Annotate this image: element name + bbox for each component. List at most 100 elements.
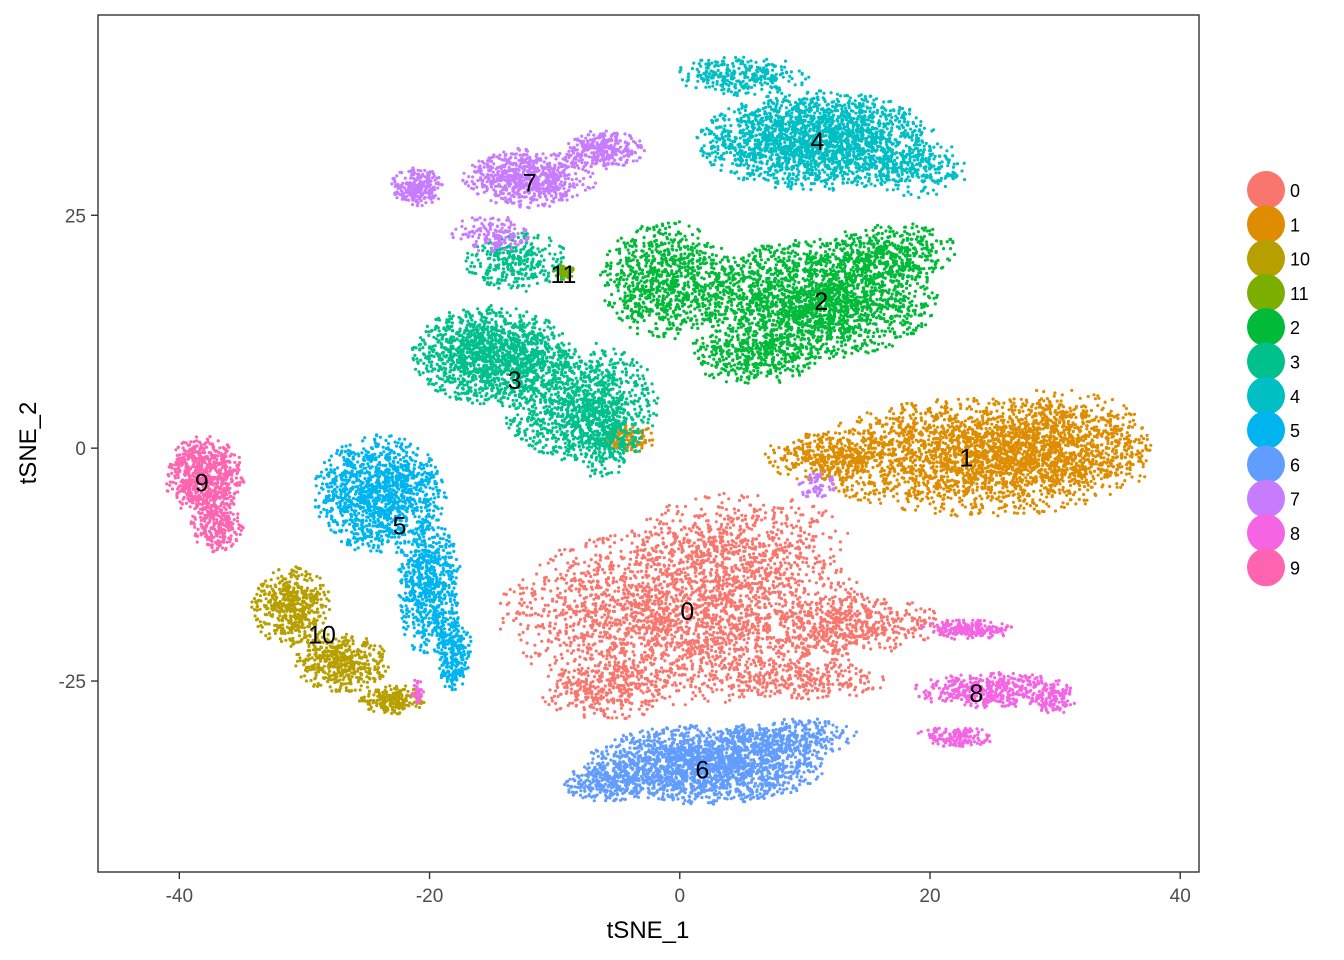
cluster-0-point xyxy=(714,574,719,578)
cluster-0-point xyxy=(624,576,628,580)
cluster-0-point xyxy=(797,506,801,511)
cluster-0-point xyxy=(723,632,727,636)
cluster-0-point xyxy=(854,642,859,646)
cluster-0-point xyxy=(717,586,721,591)
cluster-0-point xyxy=(783,613,787,617)
cluster-0-point xyxy=(858,634,862,638)
cluster-0-point xyxy=(797,534,801,538)
cluster-0-point xyxy=(636,553,640,557)
cluster-1-point xyxy=(966,397,970,401)
cluster-0-point xyxy=(618,637,622,641)
cluster-0-point xyxy=(661,594,665,599)
cluster-0-point xyxy=(818,682,822,686)
cluster-0-point xyxy=(815,636,819,640)
cluster-0-points xyxy=(498,491,949,721)
cluster-0-point xyxy=(677,665,681,670)
cluster-0-point xyxy=(594,544,598,548)
cluster-0-point xyxy=(716,636,720,640)
cluster-0-point xyxy=(747,597,751,601)
cluster-0-point xyxy=(669,641,673,646)
cluster-0-point xyxy=(701,625,705,629)
cluster-0-point xyxy=(581,580,585,584)
cluster-0-point xyxy=(622,591,626,595)
cluster-0-point xyxy=(887,636,891,640)
cluster-0-point xyxy=(657,606,661,611)
cluster-1-point xyxy=(1093,482,1097,486)
cluster-0-point xyxy=(683,571,687,575)
cluster-0-point xyxy=(643,650,647,654)
cluster-0-point xyxy=(817,639,822,643)
cluster-0-point xyxy=(838,672,842,676)
cluster-0-point xyxy=(750,586,754,591)
cluster-0-point xyxy=(858,670,862,674)
cluster-0-point xyxy=(806,691,810,695)
cluster-0-point xyxy=(794,511,798,515)
cluster-0-point xyxy=(798,595,802,599)
cluster-0-point xyxy=(687,647,691,651)
cluster-0-point xyxy=(767,601,772,606)
cluster-0-point xyxy=(565,683,569,687)
cluster-0-point xyxy=(525,605,529,609)
cluster-0-point xyxy=(561,608,565,612)
cluster-0-point xyxy=(726,672,730,677)
cluster-0-point xyxy=(650,594,654,599)
cluster-0-point xyxy=(640,704,644,708)
cluster-0-point xyxy=(796,659,800,663)
cluster-0-point xyxy=(639,675,644,679)
cluster-0-point xyxy=(576,648,580,652)
cluster-0-point xyxy=(718,630,723,635)
cluster-0-point xyxy=(741,680,745,684)
cluster-0-point xyxy=(521,630,525,635)
cluster-0-point xyxy=(765,670,770,675)
cluster-0-point xyxy=(796,676,800,680)
cluster-0-point xyxy=(649,683,654,687)
cluster-0-point xyxy=(845,623,849,627)
cluster-0-point xyxy=(563,595,567,600)
cluster-0-point xyxy=(669,572,673,576)
cluster-0-point xyxy=(874,637,878,641)
cluster-0-point xyxy=(841,636,845,640)
cluster-0-point xyxy=(601,654,605,658)
cluster-0-point xyxy=(772,521,776,525)
cluster-0-point xyxy=(763,661,767,665)
cluster-0-point xyxy=(782,557,786,561)
cluster-0-point xyxy=(564,629,568,633)
cluster-0-point xyxy=(761,577,765,581)
cluster-0-point xyxy=(905,611,909,615)
cluster-0-point xyxy=(584,606,588,610)
cluster-0-point xyxy=(516,610,520,614)
cluster-0-point xyxy=(637,677,641,682)
cluster-0-point xyxy=(705,615,710,619)
cluster-0-point xyxy=(647,536,651,540)
cluster-0-point xyxy=(558,630,562,634)
cluster-0-point xyxy=(565,611,569,615)
cluster-0-point xyxy=(854,634,858,638)
cluster-0-point xyxy=(683,673,687,677)
cluster-0-point xyxy=(763,602,767,606)
cluster-1-point xyxy=(916,440,920,444)
cluster-0-point xyxy=(608,620,612,624)
cluster-0-point xyxy=(598,558,603,562)
cluster-0-point xyxy=(747,563,751,567)
cluster-0-point xyxy=(557,548,562,552)
cluster-0-point xyxy=(738,658,742,662)
cluster-0-point xyxy=(620,691,624,695)
cluster-0-point xyxy=(578,593,582,597)
cluster-1-point xyxy=(839,421,843,425)
cluster-0-point xyxy=(634,555,639,560)
cluster-0-point xyxy=(801,513,805,517)
cluster-0-point xyxy=(803,588,807,592)
cluster-0-point xyxy=(673,539,677,543)
cluster-0-point xyxy=(731,570,735,574)
cluster-0-point xyxy=(635,562,639,566)
cluster-0-point xyxy=(697,562,701,566)
cluster-1-point xyxy=(901,416,905,420)
cluster-0-point xyxy=(582,707,587,712)
cluster-0-point xyxy=(799,610,803,614)
cluster-0-point xyxy=(642,588,646,592)
cluster-0-point xyxy=(639,642,644,646)
cluster-0-point xyxy=(521,591,526,595)
cluster-0-point xyxy=(702,632,706,636)
cluster-0-point xyxy=(619,699,623,703)
cluster-0-point xyxy=(621,662,626,667)
